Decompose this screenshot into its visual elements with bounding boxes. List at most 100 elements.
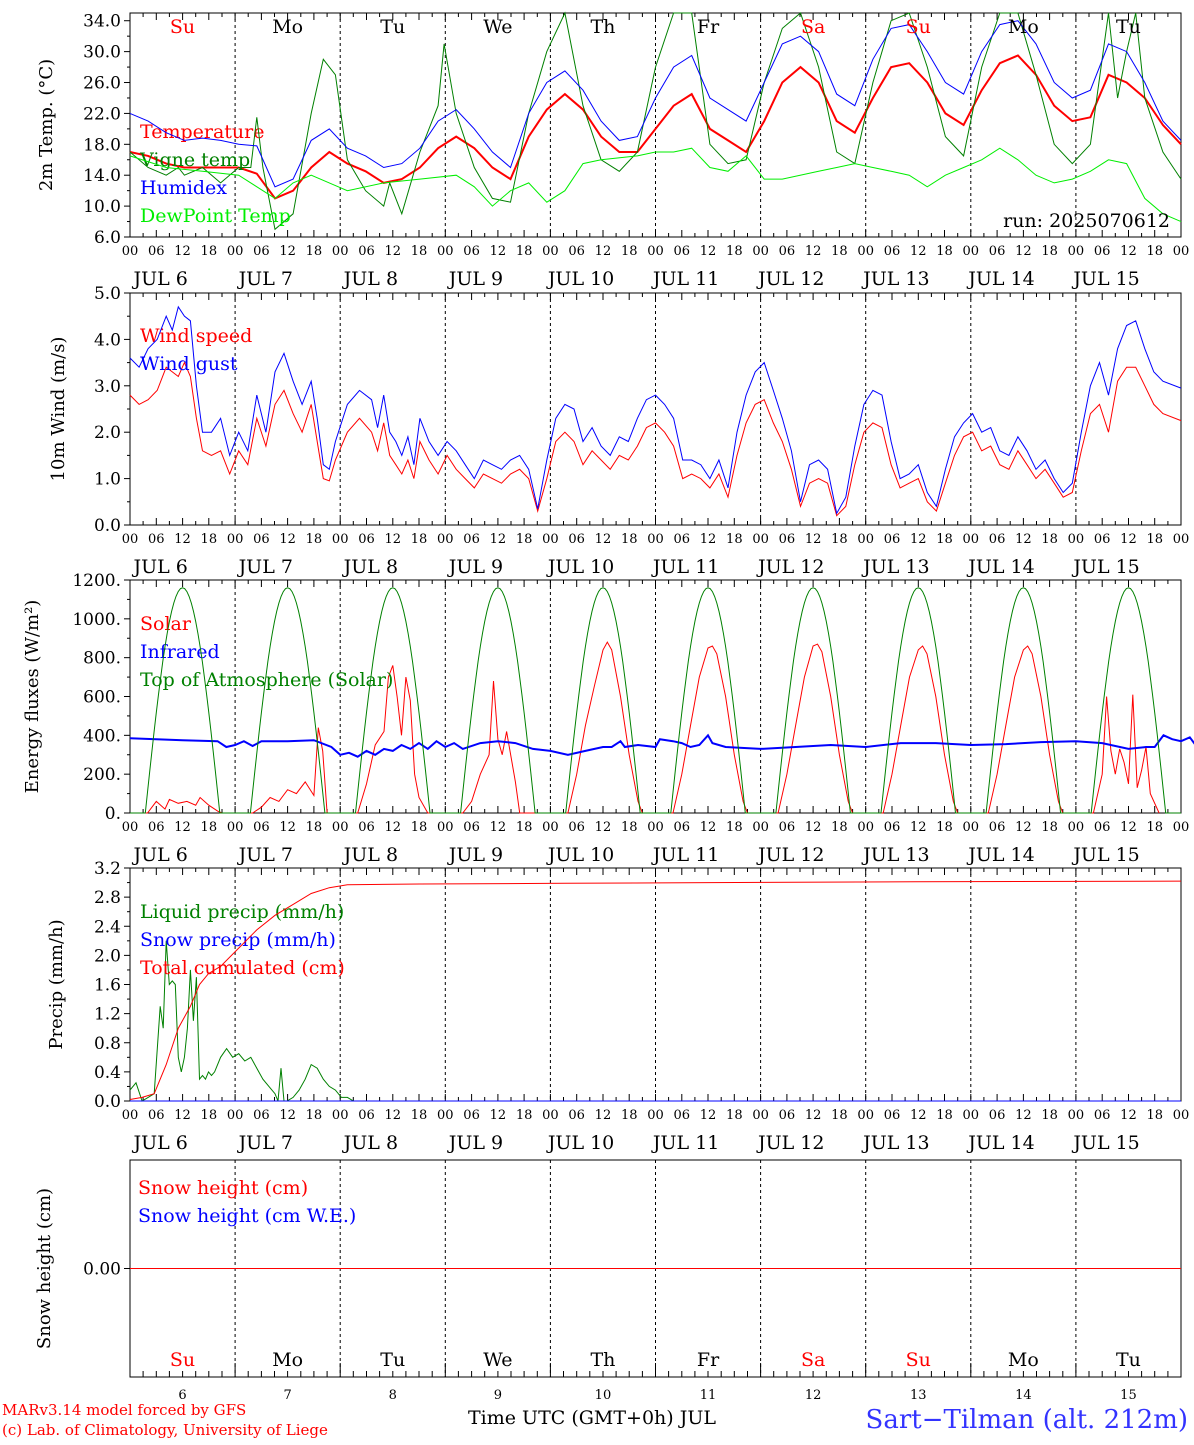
plot-frame — [129, 12, 1182, 238]
hour-label: 00 — [437, 1108, 454, 1123]
hour-label: 00 — [332, 532, 349, 547]
day-label: JUL 6 — [131, 1132, 187, 1154]
hour-label: 12 — [1120, 820, 1137, 835]
y-tick-label: 1.6 — [94, 976, 121, 996]
y-axis-label: 10m Wind (m/s) — [48, 337, 69, 482]
y-axis-label: 2m Temp. (°C) — [36, 59, 57, 191]
day-label: JUL 9 — [447, 1132, 503, 1154]
day-number-label: 9 — [494, 1388, 502, 1403]
hour-label: 18 — [621, 1108, 638, 1123]
hour-label: 12 — [490, 532, 507, 547]
day-label: JUL 7 — [237, 268, 293, 290]
hour-label: 00 — [542, 532, 559, 547]
legend-entry: Wind speed — [140, 325, 252, 347]
hour-label: 12 — [174, 820, 191, 835]
hour-label: 00 — [1173, 532, 1190, 547]
day-label: JUL 10 — [546, 268, 614, 290]
hour-label: 18 — [621, 244, 638, 259]
weekday-label-top: Su — [906, 16, 931, 38]
hour-label: 18 — [306, 1108, 323, 1123]
hour-label: 06 — [989, 532, 1006, 547]
hour-label: 06 — [568, 532, 585, 547]
hour-label: 06 — [884, 532, 901, 547]
legend-entry: Vigne temp — [139, 149, 250, 171]
series-line-total-cumulated-cm- — [129, 880, 1182, 1100]
hour-label: 00 — [752, 1108, 769, 1123]
hour-label: 00 — [122, 532, 139, 547]
legend-entry: Top of Atmosphere (Solar) — [140, 669, 393, 691]
hour-label: 18 — [831, 820, 848, 835]
day-label: JUL 9 — [447, 268, 503, 290]
hour-label: 12 — [279, 244, 296, 259]
day-number-label: 11 — [700, 1388, 717, 1403]
y-tick-label: 0.00 — [83, 1260, 121, 1280]
legend-entry: Total cumulated (cm) — [140, 957, 345, 979]
series-line-liquid-precip-mm-h- — [129, 940, 1181, 1102]
hour-label: 00 — [1068, 244, 1085, 259]
x-minor-ticks — [129, 1363, 1182, 1377]
weekday-label-bottom: We — [483, 1349, 512, 1371]
weekday-label-top: Th — [590, 16, 615, 38]
day-label: JUL 11 — [651, 268, 719, 290]
hour-label: 12 — [1015, 532, 1032, 547]
day-label: JUL 10 — [546, 556, 614, 578]
series-line-wind-speed — [129, 361, 1182, 517]
hour-label: 12 — [910, 244, 927, 259]
series-line-vigne-temp — [129, 11, 1182, 231]
day-label: JUL 14 — [966, 556, 1034, 578]
chart-panel-2: 0.0 1.0 2.0 3.0 4.0 5.0 10m Wind (m/s) 00 06 12 18… — [48, 284, 1189, 578]
series-line-wind-gust — [129, 305, 1182, 515]
hour-label: 06 — [253, 244, 270, 259]
day-label: JUL 13 — [861, 556, 929, 578]
day-number-label: 15 — [1120, 1388, 1137, 1403]
hour-label: 12 — [279, 532, 296, 547]
hour-label: 12 — [595, 532, 612, 547]
legend-entry: Humidex — [140, 177, 227, 199]
hour-label: 06 — [1094, 532, 1111, 547]
hour-label: 00 — [647, 532, 664, 547]
hour-label: 06 — [358, 1108, 375, 1123]
hour-label: 18 — [1041, 532, 1058, 547]
day-label: JUL 10 — [546, 844, 614, 866]
y-tick-label: 1200. — [72, 571, 121, 591]
weekday-label-bottom: Su — [170, 1349, 195, 1371]
weekday-label-bottom: Mo — [272, 1349, 303, 1371]
y-tick-label: 18.0 — [83, 135, 121, 155]
x-minor-ticks — [129, 580, 1182, 813]
day-label: JUL 6 — [131, 844, 187, 866]
hour-label: 00 — [647, 1108, 664, 1123]
weekday-label-bottom: Mo — [1008, 1349, 1039, 1371]
day-number-label: 7 — [284, 1388, 292, 1403]
y-tick-label: 2.8 — [94, 888, 121, 908]
weekday-label-bottom: Tu — [380, 1349, 405, 1371]
day-label: JUL 7 — [237, 844, 293, 866]
hour-label: 18 — [1041, 244, 1058, 259]
y-tick-label: 14.0 — [83, 166, 121, 186]
hour-label: 18 — [621, 820, 638, 835]
hour-label: 06 — [148, 820, 165, 835]
y-tick-label: 2.4 — [94, 917, 121, 937]
hour-label: 06 — [1094, 1108, 1111, 1123]
y-tick-label: 1.0 — [94, 470, 121, 490]
x-minor-ticks — [129, 293, 1182, 525]
hour-label: 00 — [227, 1108, 244, 1123]
hour-label: 18 — [621, 532, 638, 547]
hour-label: 06 — [884, 1108, 901, 1123]
hour-label: 18 — [516, 1108, 533, 1123]
hour-label: 18 — [936, 532, 953, 547]
hour-label: 18 — [201, 820, 218, 835]
hour-label: 06 — [253, 532, 270, 547]
hour-label: 06 — [674, 244, 691, 259]
day-label: JUL 11 — [651, 1132, 719, 1154]
day-label: JUL 12 — [756, 1132, 824, 1154]
y-axis-label: Snow height (cm) — [34, 1188, 55, 1349]
weekday-label-top: Tu — [380, 16, 405, 38]
day-label: JUL 6 — [131, 268, 187, 290]
hour-label: 12 — [910, 1108, 927, 1123]
day-label: JUL 13 — [861, 844, 929, 866]
legend-entry: DewPoint Temp — [140, 205, 291, 227]
day-label: JUL 6 — [131, 556, 187, 578]
hour-label: 18 — [1146, 1108, 1163, 1123]
